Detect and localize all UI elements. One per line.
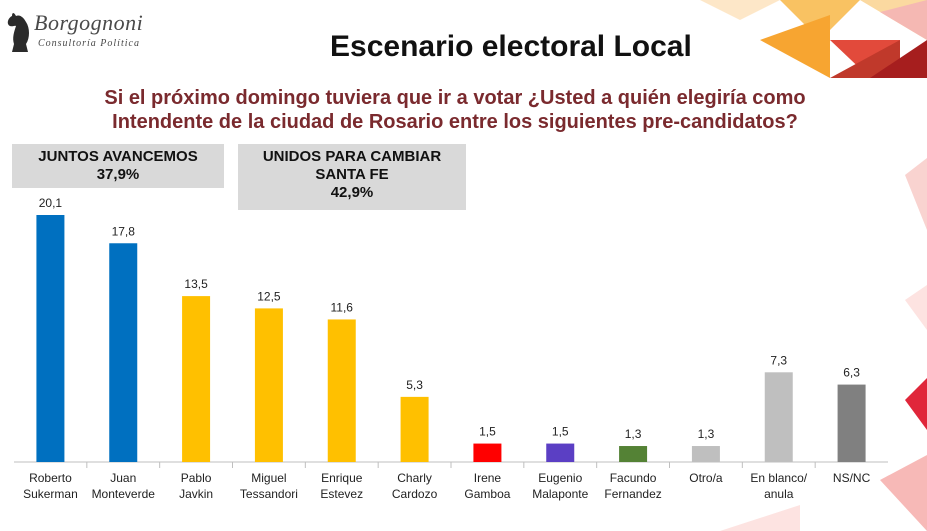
group-box-juntos-avancemos: JUNTOS AVANCEMOS 37,9%	[12, 144, 224, 188]
category-label: Roberto	[29, 471, 72, 485]
bar	[473, 443, 502, 462]
bar	[837, 384, 866, 462]
bar	[400, 396, 429, 462]
data-label: 5,3	[406, 378, 423, 392]
data-label: 1,3	[698, 427, 715, 441]
bar	[546, 443, 575, 462]
category-label: Charly	[397, 471, 432, 485]
category-label: En blanco/	[750, 471, 807, 485]
group-total: 42,9%	[330, 184, 374, 201]
survey-question: Si el próximo domingo tuviera que ir a v…	[0, 86, 910, 134]
knight-logo-icon	[7, 13, 29, 52]
bar	[109, 243, 138, 462]
category-label: Malaponte	[532, 487, 588, 501]
logo: Borgognoni Consultoría Política	[4, 6, 164, 56]
data-label: 13,5	[184, 277, 208, 291]
bar	[764, 372, 793, 462]
bar	[619, 446, 648, 462]
category-label: Fernandez	[604, 487, 661, 501]
bar	[691, 446, 720, 462]
data-label: 1,5	[552, 425, 569, 439]
category-label: Sukerman	[23, 487, 78, 501]
category-label: Javkin	[179, 487, 213, 501]
page-title: Escenario electoral Local	[330, 30, 692, 63]
category-label: Gamboa	[464, 487, 510, 501]
group-name-line-1: UNIDOS PARA CAMBIAR	[262, 148, 442, 165]
data-label: 17,8	[112, 224, 136, 238]
data-label: 1,3	[625, 427, 642, 441]
category-label: Enrique	[321, 471, 363, 485]
category-label: Estevez	[320, 487, 363, 501]
bar	[327, 319, 356, 462]
category-label: Miguel	[251, 471, 286, 485]
group-box-unidos-para-cambiar: UNIDOS PARA CAMBIAR SANTA FE 42,9%	[238, 144, 466, 210]
category-label: Cardozo	[392, 487, 438, 501]
category-label: Monteverde	[92, 487, 156, 501]
question-line-1: Si el próximo domingo tuviera que ir a v…	[104, 87, 806, 109]
data-label: 6,3	[843, 366, 860, 380]
question-line-2: Intendente de la ciudad de Rosario entre…	[112, 111, 798, 133]
data-label: 7,3	[770, 353, 787, 367]
category-label: Otro/a	[689, 471, 723, 485]
data-label: 1,5	[479, 425, 496, 439]
category-label: NS/NC	[833, 471, 871, 485]
bar	[254, 308, 283, 462]
logo-subtitle: Consultoría Política	[38, 38, 140, 49]
category-label: Eugenio	[538, 471, 582, 485]
category-label: Tessandori	[240, 487, 298, 501]
bar	[182, 296, 211, 462]
group-name-line-2: SANTA FE	[315, 166, 389, 183]
category-label: anula	[764, 487, 794, 501]
category-label: Pablo	[181, 471, 212, 485]
category-label: Facundo	[610, 471, 657, 485]
data-label: 11,6	[331, 300, 354, 314]
group-name: JUNTOS AVANCEMOS	[38, 148, 198, 165]
data-label: 20,1	[39, 196, 63, 210]
group-total: 37,9%	[96, 166, 140, 183]
category-label: Irene	[474, 471, 502, 485]
bar	[36, 215, 65, 462]
logo-brand: Borgognoni	[34, 10, 144, 35]
category-label: Juan	[110, 471, 136, 485]
data-label: 12,5	[257, 289, 281, 303]
